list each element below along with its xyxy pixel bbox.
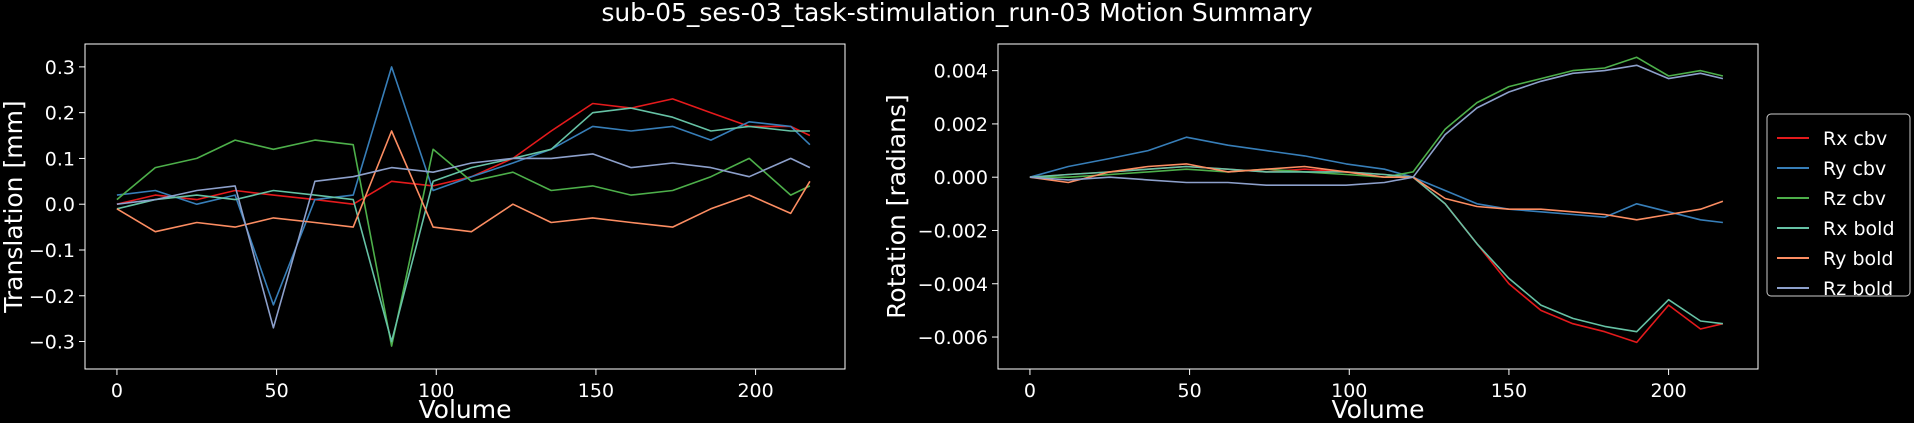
x-tick-label: 100 — [418, 380, 454, 402]
y-tick-label: −0.002 — [918, 220, 988, 242]
x-tick-label: 150 — [1491, 380, 1527, 402]
legend-frame — [1766, 113, 1911, 297]
series-line-5 — [116, 130, 811, 233]
y-axis-label: Rotation [radians] — [882, 94, 911, 319]
x-tick-label: 100 — [1331, 380, 1367, 402]
x-tick-label: 50 — [1178, 380, 1202, 402]
y-tick-label: 0.0 — [45, 194, 75, 216]
series-line-3 — [116, 139, 811, 347]
axes-frame — [997, 43, 1759, 370]
x-tick-label: 200 — [1650, 380, 1686, 402]
x-tick-label: 0 — [1024, 380, 1036, 402]
legend-entry-2: Ry cbv — [1823, 158, 1886, 180]
x-axis-label: Volume — [1332, 395, 1425, 423]
series-line-4 — [116, 107, 810, 343]
series-line-6 — [1029, 64, 1724, 186]
legend-entry-5: Ry bold — [1823, 248, 1893, 270]
y-tick-label: −0.006 — [918, 327, 988, 349]
legend-entry-3: Rz cbv — [1823, 188, 1886, 210]
legend: Rx cbv Ry cbv Rz cbv Rx bold Ry bold Rz bold — [1766, 113, 1911, 300]
y-tick-label: −0.3 — [29, 332, 75, 354]
y-tick-label: 0.2 — [45, 103, 75, 125]
series-line-3 — [1029, 56, 1724, 178]
series-line-1 — [1029, 165, 1724, 344]
y-tick-label: 0.1 — [45, 148, 75, 170]
x-tick-label: 150 — [578, 380, 614, 402]
series-line-4 — [1029, 165, 1723, 333]
figure-title: sub-05_ses-03_task-stimulation_run-03 Mo… — [601, 0, 1313, 27]
x-tick-label: 200 — [737, 380, 773, 402]
y-tick-label: 0.004 — [934, 61, 988, 83]
legend-entry-6: Rz bold — [1823, 278, 1893, 300]
legend-entry-4: Rx bold — [1823, 218, 1895, 240]
y-tick-label: −0.004 — [918, 274, 988, 296]
series-line-2 — [1029, 136, 1723, 224]
y-tick-label: 0.000 — [934, 167, 988, 189]
y-axis-label: Translation [mm] — [0, 100, 28, 313]
series-line-2 — [116, 66, 811, 306]
series-lines — [116, 66, 811, 347]
y-tick-label: −0.2 — [29, 286, 75, 308]
x-axis-label: Volume — [419, 395, 512, 423]
x-tick-label: 50 — [265, 380, 289, 402]
series-lines — [1029, 56, 1724, 344]
x-tick-label: 0 — [111, 380, 123, 402]
legend-entry-1: Rx cbv — [1823, 128, 1887, 150]
y-tick-label: −0.1 — [29, 240, 75, 262]
chart-1: 0 50 100 150 200 −0.3 −0.2 −0.1 0.0 0.1 0.2 0.3 Volu… — [0, 43, 846, 423]
series-line-6 — [116, 153, 811, 329]
chart-2: 0 50 100 150 200 −0.006 −0.004 −0.002 0.000 0.002… — [882, 43, 1911, 423]
y-tick-label: 0.3 — [45, 57, 75, 79]
y-tick-label: 0.002 — [934, 114, 988, 136]
axes-frame — [84, 43, 846, 370]
